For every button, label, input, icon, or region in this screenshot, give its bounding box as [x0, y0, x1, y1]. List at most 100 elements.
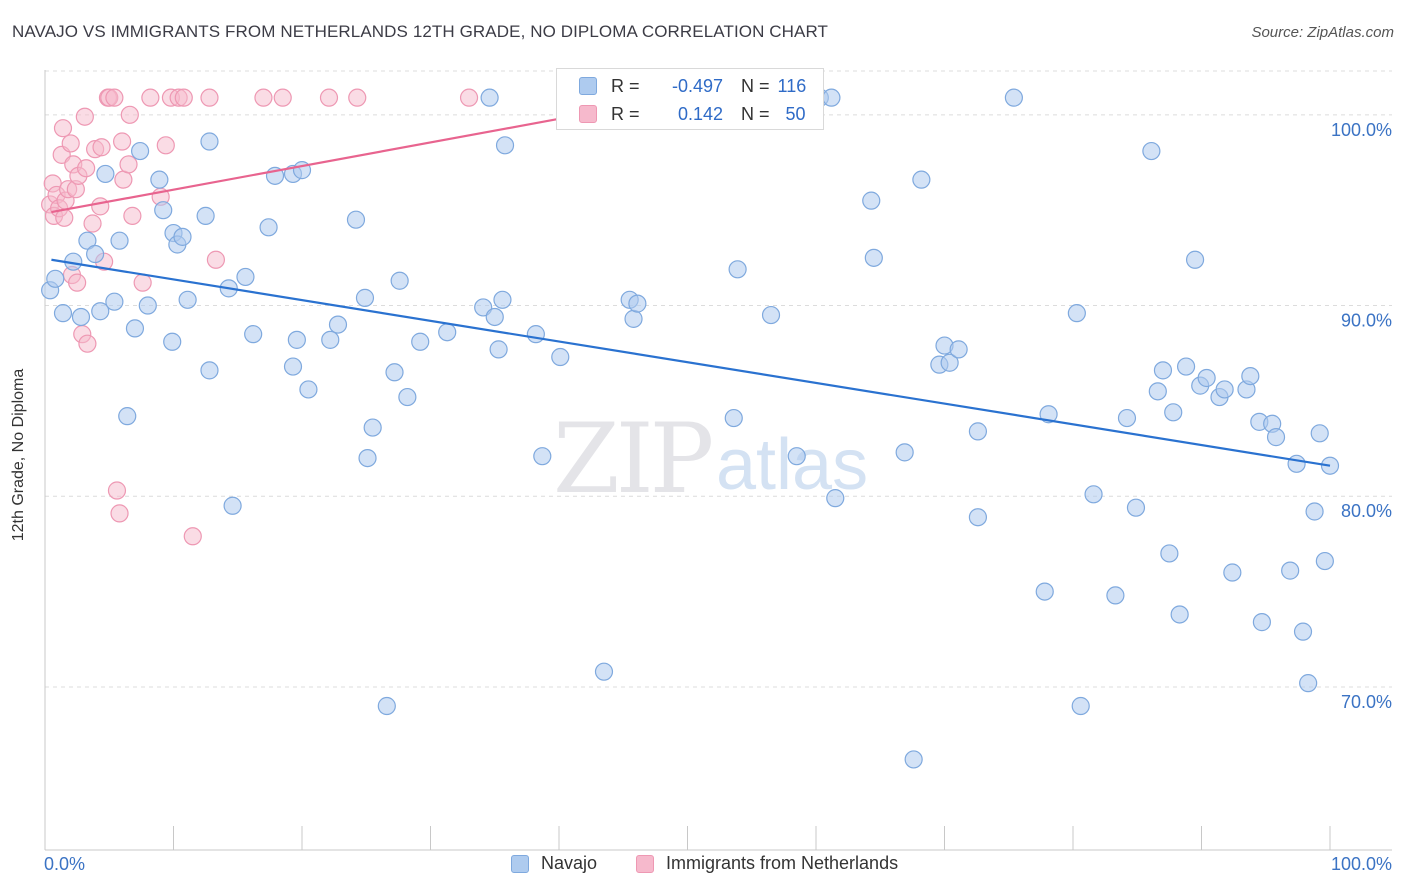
navajo-point [728, 260, 747, 279]
legend-netherlands-swatch-icon [636, 854, 654, 873]
navajo-point [244, 325, 263, 344]
x-tick-label: 100.0% [1331, 854, 1392, 874]
navajo-point [196, 206, 215, 225]
navajo-point [1305, 502, 1324, 521]
navajo-point [526, 325, 545, 344]
navajo-swatch-icon [579, 77, 597, 95]
netherlands-stat-row: R = 0.142 N = 50 [579, 100, 806, 128]
navajo-point [173, 227, 192, 246]
netherlands-point [107, 481, 127, 500]
netherlands-point [141, 88, 160, 107]
netherlands-point [120, 105, 139, 124]
netherlands-point [83, 214, 102, 233]
navajo-point [895, 443, 914, 462]
navajo-point [321, 330, 340, 349]
navajo-point [355, 288, 375, 307]
navajo-point [46, 269, 65, 288]
netherlands-point [77, 159, 96, 178]
navajo-point [53, 304, 73, 323]
navajo-point [594, 662, 614, 681]
navajo-trend-line [51, 258, 1331, 467]
legend-item-navajo[interactable]: Navajo [511, 853, 597, 874]
navajo-point [1071, 696, 1090, 716]
legend-navajo-label: Navajo [541, 853, 598, 873]
navajo-point [299, 380, 318, 399]
navajo-point [91, 302, 110, 321]
navajo-n-label: N = [741, 75, 770, 96]
navajo-point [1176, 357, 1196, 376]
navajo-point [1106, 586, 1125, 605]
navajo-point [105, 292, 124, 311]
netherlands-r-label: R = [611, 103, 640, 124]
navajo-point [1299, 674, 1318, 693]
navajo-point [130, 141, 150, 161]
netherlands-point [119, 155, 138, 174]
navajo-point [493, 290, 512, 309]
navajo-point [761, 305, 781, 325]
navajo-point [724, 408, 743, 428]
navajo-point [178, 290, 197, 309]
legend-item-netherlands[interactable]: Immigrants from Netherlands [636, 853, 898, 874]
netherlands-n-value: 50 [785, 103, 806, 124]
navajo-point [1215, 380, 1234, 399]
axis-layer [44, 70, 1392, 851]
navajo-point [533, 447, 552, 466]
legend: Navajo Immigrants from Netherlands [0, 853, 1406, 877]
watermark-atlas: atlas [716, 425, 869, 505]
navajo-point [125, 319, 145, 338]
navajo-point [1084, 485, 1103, 504]
correlation-stats-box: R = -0.497 N = 116 R = 0.142 N = 50 [556, 68, 824, 130]
navajo-point [1310, 424, 1329, 443]
navajo-points [41, 88, 1340, 769]
navajo-point [363, 418, 382, 437]
y-tick-label: 100.0% [1331, 120, 1392, 140]
netherlands-point [200, 88, 219, 107]
netherlands-point [206, 250, 226, 269]
netherlands-point [156, 136, 175, 155]
y-tick-label: 80.0% [1341, 501, 1392, 521]
navajo-point [1148, 382, 1167, 401]
navajo-point [1035, 582, 1054, 601]
navajo-n-value: 116 [777, 75, 807, 96]
navajo-point [385, 363, 404, 382]
navajo-point [968, 508, 988, 527]
trend-layer [51, 115, 1331, 467]
navajo-point [1241, 366, 1260, 386]
navajo-point [200, 132, 219, 151]
navajo-point [1160, 544, 1179, 563]
navajo-point [438, 323, 457, 342]
netherlands-point [75, 107, 94, 126]
netherlands-point [183, 527, 202, 546]
navajo-point [1153, 361, 1173, 380]
netherlands-point [78, 334, 97, 353]
navajo-point [489, 340, 508, 359]
netherlands-point [92, 138, 111, 157]
navajo-point [1164, 403, 1183, 422]
navajo-point [864, 248, 883, 267]
navajo-point [236, 267, 255, 287]
navajo-point [551, 347, 570, 367]
netherlands-point [91, 197, 110, 216]
navajo-point [1197, 368, 1216, 388]
navajo-point [163, 332, 182, 351]
tick-labels: 100.0% 90.0% 80.0% 70.0% 0.0% 100.0% [44, 120, 1392, 874]
navajo-point [862, 191, 881, 210]
navajo-point [86, 244, 105, 264]
navajo-point [96, 164, 115, 184]
navajo-point [283, 357, 303, 376]
navajo-point [495, 136, 515, 155]
x-tick-label: 0.0% [44, 854, 85, 874]
netherlands-point [273, 88, 292, 107]
navajo-point [78, 231, 97, 250]
netherlands-points [41, 88, 479, 546]
netherlands-point [53, 119, 73, 138]
navajo-point [1126, 498, 1146, 517]
navajo-point [71, 307, 91, 327]
navajo-point [110, 231, 129, 250]
navajo-point [287, 330, 306, 349]
navajo-point [949, 340, 968, 359]
navajo-point [200, 361, 219, 380]
legend-navajo-swatch-icon [511, 854, 529, 873]
navajo-point [411, 332, 430, 351]
